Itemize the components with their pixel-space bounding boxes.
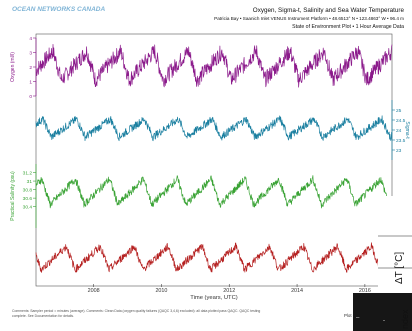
panel-2-ylabel: Practical Salinity (psu) [10,171,16,221]
panel-1-tick-label: 25 [396,108,402,114]
panel-2-tick-label: 30.6 [23,196,33,202]
chart-title: Oxygen, Sigma-t, Salinity and Sea Water … [253,7,405,14]
panel-0-tick-label: 0 [29,94,32,100]
x-tick-label: 2016 [359,288,371,294]
x-tick-label: 2012 [223,288,235,294]
x-tick-label: 2008 [88,288,100,294]
overlay-tick-a: – [356,315,360,321]
panel-2-tick-label: 31 [27,179,33,185]
chart-location: Patricia Bay • Saanich Inlet VENUS Instr… [214,16,404,21]
chart-subtitle: State of Environment Plot • 1 Hour Avera… [292,24,404,30]
overlay-dt-label: ΔT [°C] [394,252,405,284]
panel-0-tick-label: 3 [29,50,32,56]
panel-0-tick-label: 2 [29,65,32,71]
footer-note-1: Comments: Sampler period = minutes (aver… [12,309,260,313]
overlay-index-label: ndex [400,309,410,329]
panel-1-tick-label: 23 [396,148,402,154]
panel-0-series-line [35,44,393,88]
panel-2: 30.4 30.6 30.8 31 31.2 Practical Salinity (ps… [10,164,393,228]
panel-1-ylabel: Sigma-t [404,121,410,139]
panel-1-tick-label: 23.5 [396,138,406,144]
x-axis: 2008 2010 2012 2014 2016 [88,284,371,294]
logo-text: OCEAN NETWORKS CANADA [12,6,105,13]
panel-0-tick-label: 1 [29,79,32,85]
footer-note-2: complete. See Documentation for details. [12,314,74,318]
panel-2-tick-label: 31.2 [23,170,33,176]
x-tick-label: 2010 [155,288,167,294]
panel-1-tick-label: 24 [396,128,402,134]
panel-0-tick-label: 4 [29,36,32,42]
panel-1: 23 23.5 24 24.5 25 Sigma-t [35,100,410,160]
panel-3-series-line [35,242,393,273]
panel-0: 0 1 2 3 4 Oxygen (ml/l) [10,36,393,100]
panel-3: ΔT [°C] [35,232,410,284]
panel-1-series-line [35,115,393,142]
panel-2-series-line [35,175,393,209]
panel-2-tick-label: 30.8 [23,187,33,193]
overlay-tick-b: - [383,318,385,324]
x-tick-label: 2014 [291,288,303,294]
x-axis-label: Time (years, UTC) [190,295,238,301]
panel-1-tick-label: 24.5 [396,118,406,124]
panel-2-tick-label: 30.4 [23,204,33,210]
panel-0-ylabel: Oxygen (ml/l) [10,52,16,82]
overlay-panel: ΔT [°C] ndex – - [353,196,412,331]
